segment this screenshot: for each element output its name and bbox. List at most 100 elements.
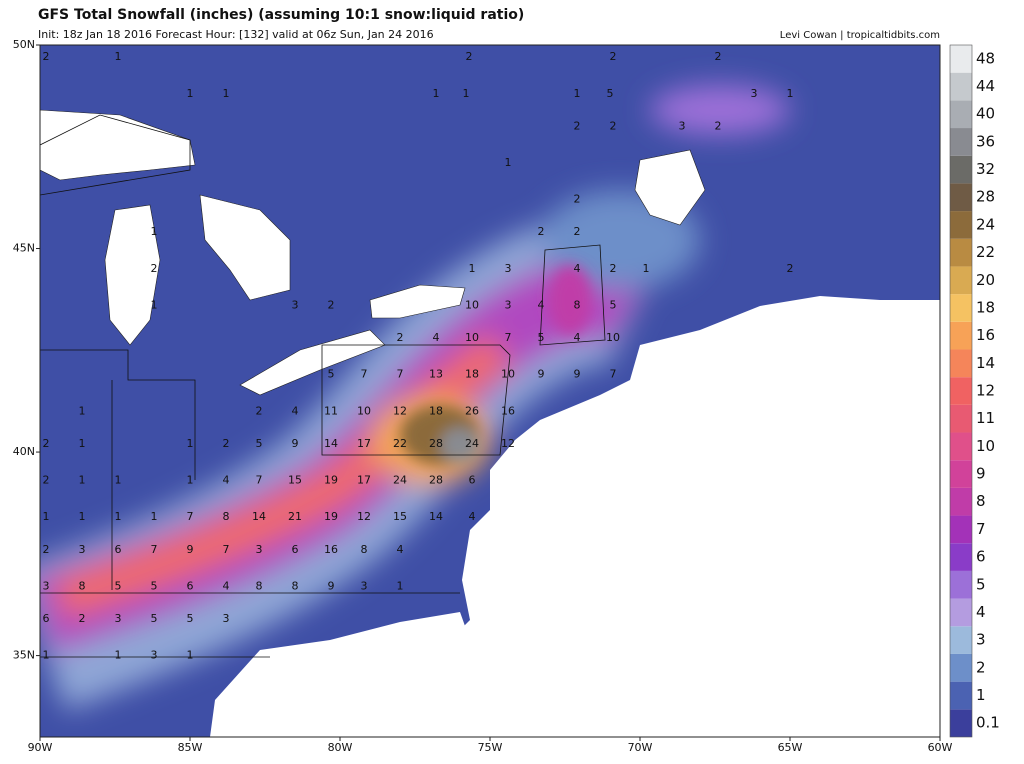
snow-amount: 2 xyxy=(715,50,722,63)
snow-amount: 14 xyxy=(252,510,266,523)
colorbar-swatch xyxy=(950,377,972,405)
snow-amount: 1 xyxy=(223,87,230,100)
snow-amount: 6 xyxy=(187,579,194,592)
snow-amount: 10 xyxy=(501,368,515,381)
snow-amount: 18 xyxy=(429,404,443,417)
colorbar-swatch xyxy=(950,183,972,212)
snow-amount: 2 xyxy=(79,612,86,625)
snow-amount: 13 xyxy=(429,368,443,381)
ocean-no-snow xyxy=(380,296,940,737)
snow-amount: 1 xyxy=(43,510,50,523)
colorbar-label: 4 xyxy=(976,603,986,621)
snow-amount: 8 xyxy=(79,579,86,592)
snow-amount: 6 xyxy=(469,474,476,487)
snow-amount: 7 xyxy=(397,368,404,381)
colorbar-label: 48 xyxy=(976,49,995,67)
snow-amount: 1 xyxy=(187,87,194,100)
snow-amount: 1 xyxy=(43,649,50,662)
colorbar-label: 44 xyxy=(976,77,995,95)
snow-amount: 16 xyxy=(324,543,338,556)
snow-amount: 1 xyxy=(151,225,158,238)
credit: Levi Cowan | tropicaltidbits.com xyxy=(780,30,940,41)
snow-amount: 9 xyxy=(292,437,299,450)
snow-amount: 18 xyxy=(465,368,479,381)
snow-amount: 19 xyxy=(324,474,338,487)
lon-label: 70W xyxy=(628,741,653,754)
snow-amount: 5 xyxy=(115,579,122,592)
snow-amount: 7 xyxy=(187,510,194,523)
snow-amount: 1 xyxy=(151,510,158,523)
snow-amount: 8 xyxy=(574,299,581,312)
snow-amount: 2 xyxy=(151,262,158,275)
snow-amount: 2 xyxy=(574,193,581,206)
subtitle: Init: 18z Jan 18 2016 Forecast Hour: [13… xyxy=(38,28,434,41)
snow-amount: 24 xyxy=(465,437,479,450)
colorbar-label: 32 xyxy=(976,160,995,178)
snow-amount: 1 xyxy=(79,437,86,450)
colorbar-label: 7 xyxy=(976,520,986,538)
snow-amount: 5 xyxy=(610,299,617,312)
colorbar-swatch xyxy=(950,294,972,322)
colorbar-label: 12 xyxy=(976,382,995,400)
snow-amount: 8 xyxy=(292,579,299,592)
snow-amount: 1 xyxy=(187,437,194,450)
snow-amount: 2 xyxy=(43,543,50,556)
snow-amount: 5 xyxy=(151,579,158,592)
snow-amount: 2 xyxy=(256,404,263,417)
snow-amount: 5 xyxy=(607,87,614,100)
snow-amount: 7 xyxy=(610,368,617,381)
snow-amount: 5 xyxy=(328,368,335,381)
snow-amount: 4 xyxy=(574,331,581,344)
map-area xyxy=(40,45,940,737)
snow-amount: 4 xyxy=(574,262,581,275)
snow-amount: 1 xyxy=(151,299,158,312)
lat-label: 35N xyxy=(13,649,35,662)
snow-amount: 2 xyxy=(43,474,50,487)
snow-amount: 3 xyxy=(361,579,368,592)
snow-amount: 6 xyxy=(43,612,50,625)
colorbar-swatch xyxy=(950,653,972,682)
snow-amount: 6 xyxy=(292,543,299,556)
colorbar-swatch xyxy=(950,515,972,544)
colorbar-swatch xyxy=(950,626,972,654)
snow-amount: 1 xyxy=(115,474,122,487)
lat-label: 50N xyxy=(13,38,35,51)
colorbar-swatch xyxy=(950,238,972,267)
snow-amount: 7 xyxy=(505,331,512,344)
lon-label: 65W xyxy=(778,741,803,754)
colorbar-label: 0.1 xyxy=(976,714,1000,732)
snow-amount: 1 xyxy=(469,262,476,275)
snow-amount: 14 xyxy=(324,437,338,450)
colorbar-label: 28 xyxy=(976,188,995,206)
colorbar-swatch xyxy=(950,709,972,737)
snow-amount: 2 xyxy=(574,225,581,238)
colorbar-swatch xyxy=(950,543,972,571)
snow-amount: 16 xyxy=(501,404,515,417)
snow-amount: 12 xyxy=(501,437,515,450)
snow-amount: 8 xyxy=(256,579,263,592)
snow-amount: 12 xyxy=(357,510,371,523)
colorbar-label: 11 xyxy=(976,409,995,427)
snow-amount: 3 xyxy=(256,543,263,556)
snow-amount: 2 xyxy=(574,119,581,132)
colorbar-frame xyxy=(949,44,973,738)
snow-amount: 22 xyxy=(393,437,407,450)
snow-amount: 4 xyxy=(223,474,230,487)
snow-amount: 1 xyxy=(643,262,650,275)
snow-amount: 7 xyxy=(256,474,263,487)
snow-amount: 4 xyxy=(538,299,545,312)
snow-amount: 19 xyxy=(324,510,338,523)
colorbar-swatch xyxy=(950,404,972,433)
snow-amount: 10 xyxy=(465,299,479,312)
colorbar-swatch xyxy=(950,487,972,516)
lakes xyxy=(40,109,706,396)
colorbar-label: 36 xyxy=(976,132,995,150)
colorbar-swatch xyxy=(950,266,972,295)
snow-amount: 1 xyxy=(463,87,470,100)
snow-amount: 3 xyxy=(505,262,512,275)
colorbar-swatch xyxy=(950,349,972,378)
snow-amount: 3 xyxy=(223,612,230,625)
snow-amount: 24 xyxy=(393,474,407,487)
snow-amount: 11 xyxy=(324,404,338,417)
